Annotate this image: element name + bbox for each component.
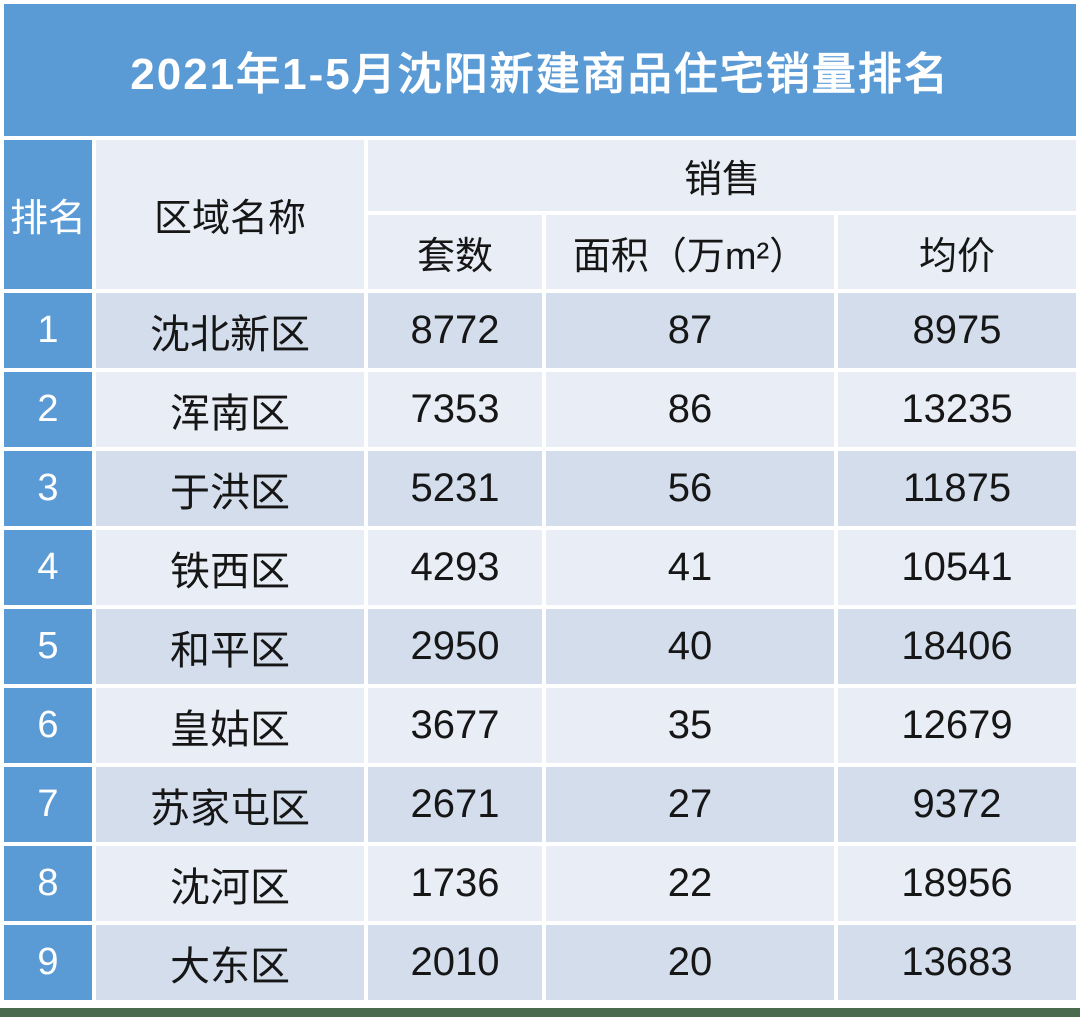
price-cell: 9372 — [838, 767, 1076, 842]
table-header: 排名 区域名称 销售 套数 面积（万m²） 均价 — [4, 140, 1076, 289]
header-rank: 排名 — [4, 140, 92, 289]
page-title: 2021年1-5月沈阳新建商品住宅销量排名 — [130, 50, 950, 99]
units-cell: 2010 — [368, 925, 542, 1000]
rank-cell: 5 — [4, 609, 92, 684]
table-row: 9 大东区 2010 20 13683 — [4, 925, 1076, 1000]
district-cell: 浑南区 — [96, 372, 364, 447]
header-group-row: 排名 区域名称 销售 — [4, 140, 1076, 289]
district-cell: 和平区 — [96, 609, 364, 684]
area-cell: 35 — [546, 688, 834, 763]
area-cell: 87 — [546, 293, 834, 368]
price-cell: 10541 — [838, 530, 1076, 605]
table-row: 4 铁西区 4293 41 10541 — [4, 530, 1076, 605]
rank-cell: 7 — [4, 767, 92, 842]
rank-cell: 6 — [4, 688, 92, 763]
area-cell: 56 — [546, 451, 834, 526]
district-cell: 沈河区 — [96, 846, 364, 921]
table-row: 6 皇姑区 3677 35 12679 — [4, 688, 1076, 763]
header-sub-row: 套数 面积（万m²） 均价 — [4, 215, 1076, 289]
price-cell: 11875 — [838, 451, 1076, 526]
price-cell: 18956 — [838, 846, 1076, 921]
area-cell: 86 — [546, 372, 834, 447]
district-cell: 大东区 — [96, 925, 364, 1000]
bottom-accent-bar — [0, 1008, 1080, 1017]
units-cell: 2950 — [368, 609, 542, 684]
table-body: 1 沈北新区 8772 87 8975 2 浑南区 7353 86 13235 … — [4, 293, 1076, 1000]
units-cell: 7353 — [368, 372, 542, 447]
area-cell: 40 — [546, 609, 834, 684]
district-cell: 铁西区 — [96, 530, 364, 605]
header-avg-price: 均价 — [838, 215, 1076, 289]
rank-cell: 4 — [4, 530, 92, 605]
units-cell: 8772 — [368, 293, 542, 368]
table-row: 3 于洪区 5231 56 11875 — [4, 451, 1076, 526]
price-cell: 13683 — [838, 925, 1076, 1000]
district-cell: 苏家屯区 — [96, 767, 364, 842]
rank-cell: 2 — [4, 372, 92, 447]
header-units: 套数 — [368, 215, 542, 289]
title-bar: 2021年1-5月沈阳新建商品住宅销量排名 — [4, 4, 1076, 136]
price-cell: 8975 — [838, 293, 1076, 368]
rank-cell: 9 — [4, 925, 92, 1000]
header-sales-group: 销售 — [368, 140, 1076, 211]
units-cell: 2671 — [368, 767, 542, 842]
table-row: 7 苏家屯区 2671 27 9372 — [4, 767, 1076, 842]
area-cell: 20 — [546, 925, 834, 1000]
units-cell: 5231 — [368, 451, 542, 526]
district-cell: 于洪区 — [96, 451, 364, 526]
price-cell: 12679 — [838, 688, 1076, 763]
sales-ranking-table: 排名 区域名称 销售 套数 面积（万m²） 均价 1 沈北新区 8772 87 … — [0, 136, 1080, 1004]
area-cell: 27 — [546, 767, 834, 842]
table-row: 5 和平区 2950 40 18406 — [4, 609, 1076, 684]
units-cell: 3677 — [368, 688, 542, 763]
units-cell: 4293 — [368, 530, 542, 605]
table-row: 8 沈河区 1736 22 18956 — [4, 846, 1076, 921]
units-cell: 1736 — [368, 846, 542, 921]
rank-cell: 3 — [4, 451, 92, 526]
area-cell: 41 — [546, 530, 834, 605]
district-cell: 沈北新区 — [96, 293, 364, 368]
header-area: 面积（万m²） — [546, 215, 834, 289]
rank-cell: 8 — [4, 846, 92, 921]
price-cell: 18406 — [838, 609, 1076, 684]
area-cell: 22 — [546, 846, 834, 921]
header-district: 区域名称 — [96, 140, 364, 289]
rank-cell: 1 — [4, 293, 92, 368]
table-row: 2 浑南区 7353 86 13235 — [4, 372, 1076, 447]
district-cell: 皇姑区 — [96, 688, 364, 763]
price-cell: 13235 — [838, 372, 1076, 447]
table-row: 1 沈北新区 8772 87 8975 — [4, 293, 1076, 368]
